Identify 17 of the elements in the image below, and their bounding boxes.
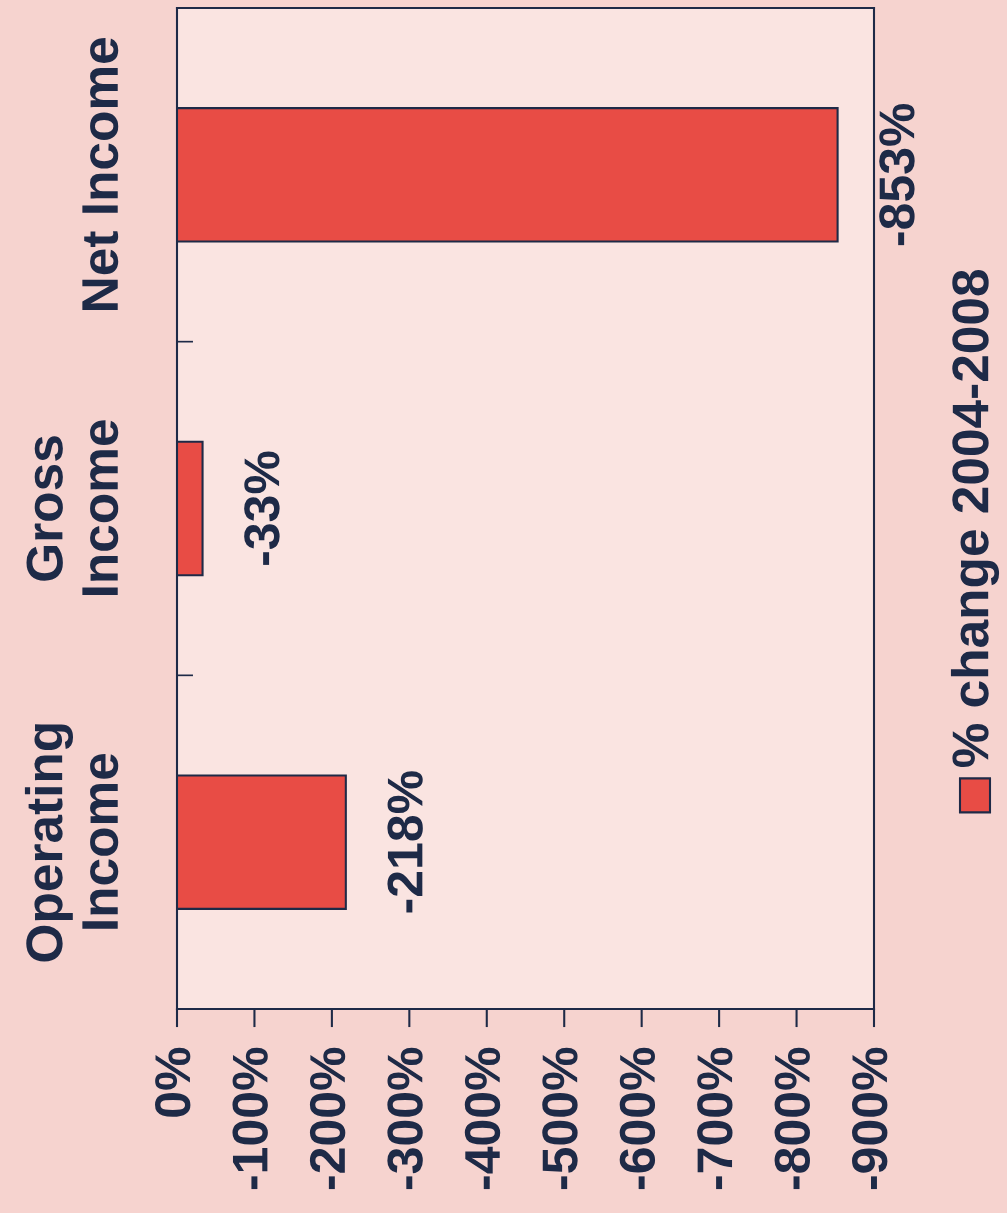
x-tick-label: -200%	[309, 1047, 346, 1190]
x-tick-label: -600%	[619, 1047, 656, 1190]
x-tick-label: -900%	[852, 1047, 888, 1190]
x-tick-label: -500%	[542, 1047, 578, 1190]
data-label: -218%	[387, 771, 423, 913]
data-label: -33%	[244, 451, 280, 565]
x-tick-label: -700%	[697, 1047, 733, 1190]
x-tick-label: -300%	[387, 1047, 423, 1190]
y-tick-label: Operating Income	[24, 724, 119, 962]
data-label: -853%	[879, 103, 915, 246]
x-tick-label: -100%	[232, 1047, 268, 1190]
x-tick-label: -400%	[464, 1047, 501, 1190]
x-tick-label: -800%	[774, 1047, 810, 1190]
y-tick-label: Net Income	[82, 38, 119, 310]
y-tick-label: Gross Income	[26, 420, 119, 596]
x-tick-label: 0%	[155, 1047, 191, 1117]
text: % change 2004-2008	[950, 270, 1000, 768]
